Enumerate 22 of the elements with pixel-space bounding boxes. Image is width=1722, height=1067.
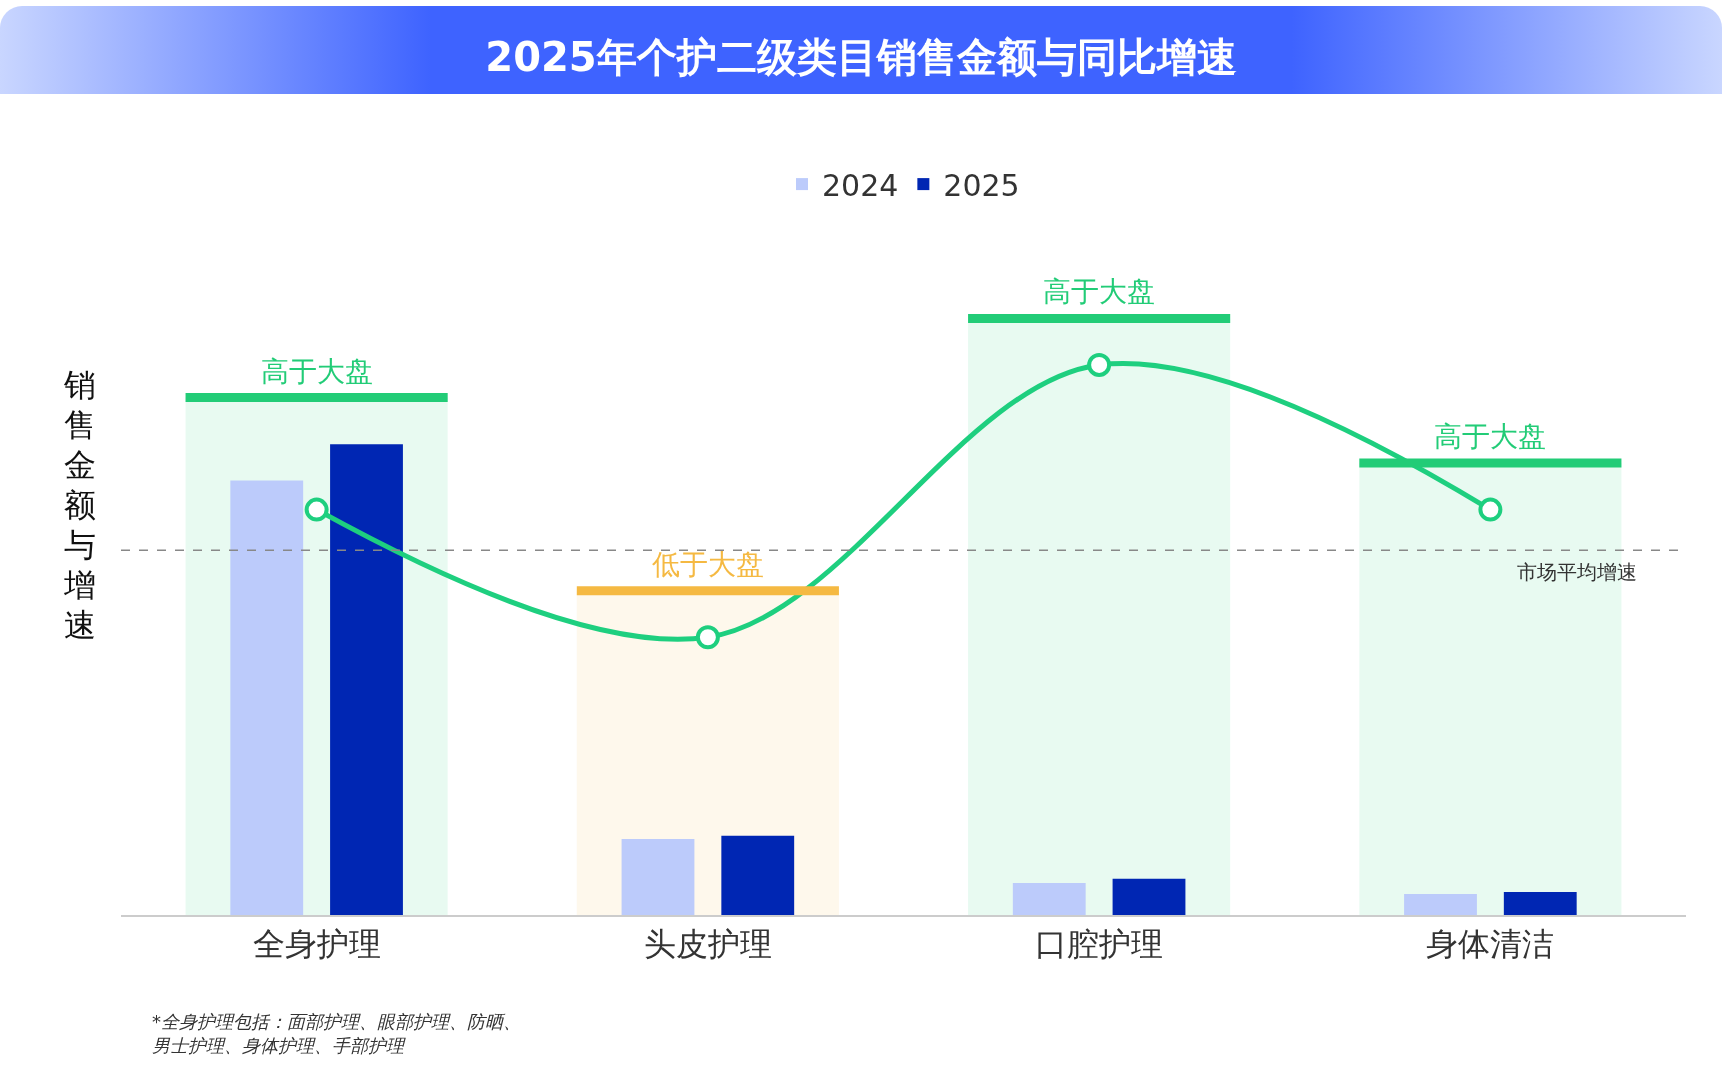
bar xyxy=(330,444,403,915)
band-label: 高于大盘 xyxy=(1434,420,1546,453)
x-tick-label: 全身护理 xyxy=(252,925,381,964)
legend-label: 2025 xyxy=(943,167,1020,203)
bar xyxy=(721,835,795,915)
bar xyxy=(1503,891,1577,915)
bar xyxy=(1112,878,1186,915)
x-tick-label: 口腔护理 xyxy=(1035,925,1164,964)
band-label: 高于大盘 xyxy=(1043,275,1155,308)
bar xyxy=(621,839,695,915)
text: *全身护理包括：面部护理、眼部护理、防晒、男士护理、身体护理、手部护理 xyxy=(152,1010,522,1058)
y-axis-title: 销售金额与增速 xyxy=(63,365,97,645)
legend-label: 2024 xyxy=(822,167,899,203)
x-tick-label: 身体清洁 xyxy=(1426,925,1555,964)
band-label: 低于大盘 xyxy=(652,548,764,581)
x-tick-label: 头皮护理 xyxy=(643,925,772,964)
band-label: 高于大盘 xyxy=(261,355,373,388)
chart-title: 2025年个护二级类目销售金额与同比增速 xyxy=(484,33,1238,82)
ref-line-label: 市场平均增速 xyxy=(1517,560,1637,584)
bar xyxy=(230,480,304,915)
bar xyxy=(1404,894,1477,915)
bar xyxy=(1012,883,1086,915)
